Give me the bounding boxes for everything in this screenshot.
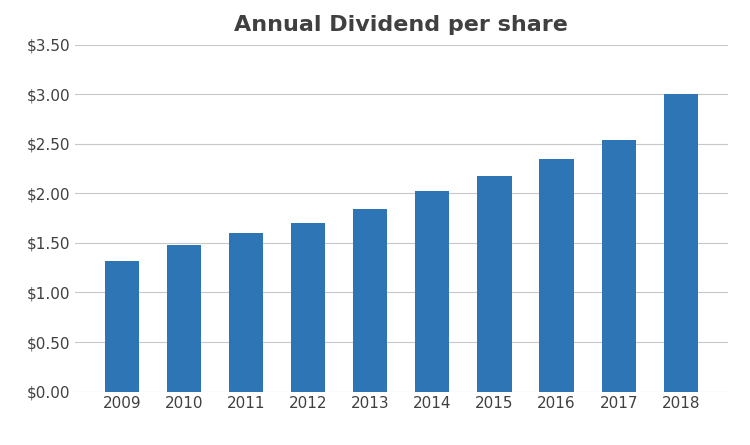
Bar <box>353 209 387 392</box>
Bar <box>105 261 139 392</box>
Bar <box>664 94 698 392</box>
Bar <box>602 140 636 392</box>
Bar <box>229 233 263 392</box>
Bar <box>477 176 512 392</box>
Title: Annual Dividend per share: Annual Dividend per share <box>234 15 568 35</box>
Bar <box>291 223 326 392</box>
Bar <box>539 158 574 392</box>
Bar <box>166 245 201 392</box>
Bar <box>416 191 449 392</box>
